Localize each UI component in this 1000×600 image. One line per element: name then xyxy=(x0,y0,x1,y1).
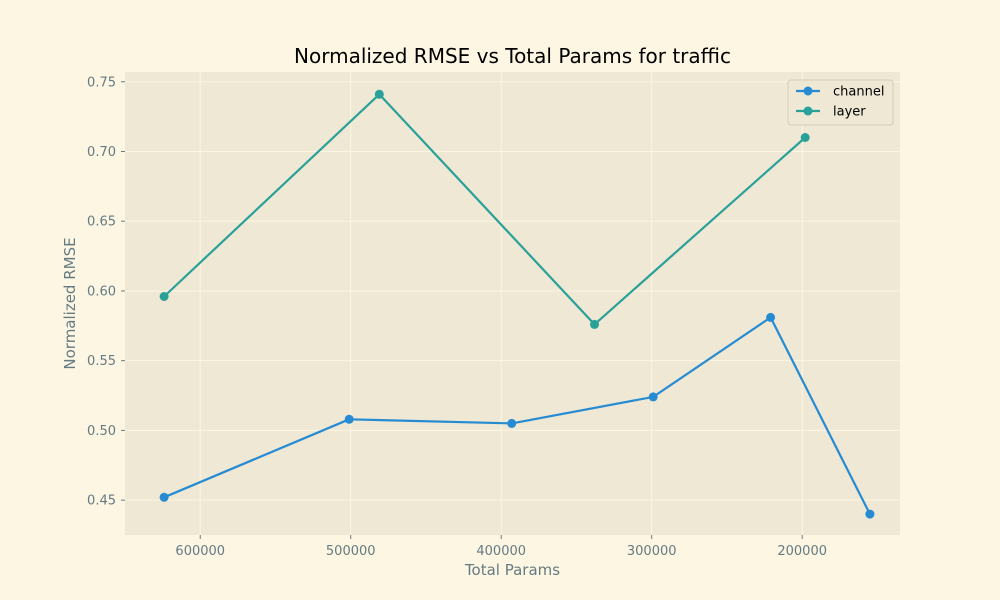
data-point-channel xyxy=(159,492,169,502)
series-line-channel xyxy=(163,316,871,515)
x-tick-label: 400000 xyxy=(476,544,526,559)
data-point-channel xyxy=(648,392,658,402)
data-point-layer xyxy=(374,89,384,99)
plot-area xyxy=(125,72,900,535)
legend-swatch-marker xyxy=(803,86,813,96)
y-tick-label: 0.75 xyxy=(87,75,116,90)
y-tick-label: 0.60 xyxy=(87,284,116,299)
grid xyxy=(125,72,900,535)
legend-label-channel: channel xyxy=(833,85,884,100)
series-layer xyxy=(159,89,875,519)
data-point-layer xyxy=(800,133,810,142)
data-point-layer xyxy=(590,319,599,329)
series-line-layer xyxy=(163,93,806,326)
legend: channel layer xyxy=(787,79,894,126)
x-tick-label: 300000 xyxy=(627,544,677,559)
y-tick-label: 0.55 xyxy=(87,354,116,369)
y-axis-label: Normalized RMSE xyxy=(61,237,79,369)
data-point-channel xyxy=(865,509,875,519)
y-tick-label: 0.50 xyxy=(87,424,116,439)
chart-title: Normalized RMSE vs Total Params for traf… xyxy=(294,44,731,68)
x-tick-label: 200000 xyxy=(777,544,827,559)
x-axis-label: Total Params xyxy=(464,561,560,579)
y-tick-label: 0.65 xyxy=(87,215,116,230)
legend-label-layer: layer xyxy=(833,105,866,120)
data-point-layer xyxy=(159,292,169,301)
data-point-channel xyxy=(507,418,517,428)
legend-swatch-marker xyxy=(803,106,813,116)
y-tick-label: 0.70 xyxy=(87,145,116,160)
x-tick-label: 600000 xyxy=(175,544,225,559)
data-point-channel xyxy=(344,414,354,424)
ticks: 600000 500000 400000 300000 200000 0.45 0.50 0.… xyxy=(87,75,827,559)
x-tick-label: 500000 xyxy=(326,544,376,559)
y-tick-label: 0.45 xyxy=(87,494,116,509)
data-point-channel xyxy=(766,312,776,322)
